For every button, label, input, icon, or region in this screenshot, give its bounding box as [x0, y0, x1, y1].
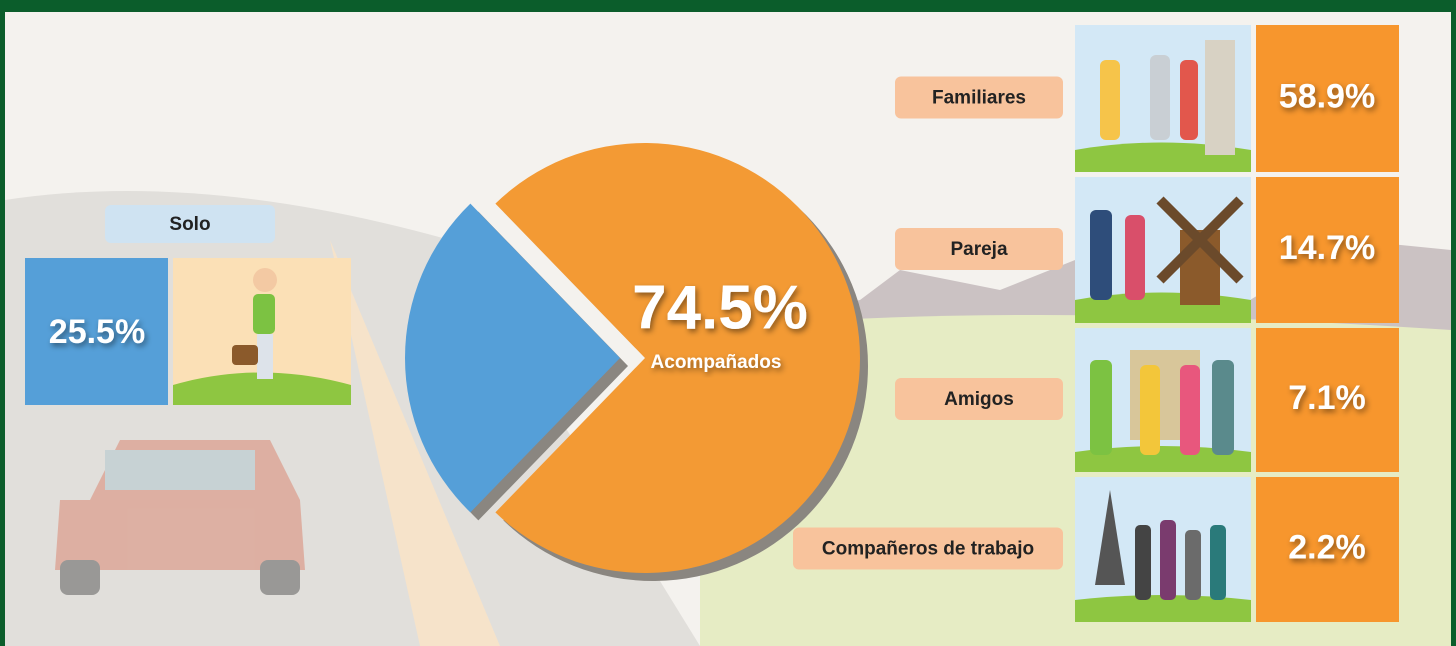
solo-illustration [173, 258, 351, 405]
tile-illustrations [1075, 25, 1251, 622]
car [55, 440, 305, 595]
pie-chart: 74.5% Acompañados Solo 25.5% [25, 143, 869, 581]
pie-slice [495, 143, 861, 573]
tile-value-label: 2.2% [1288, 528, 1366, 566]
tile-value-label: 7.1% [1288, 379, 1366, 417]
tiles: Familiares 58.9% Pareja 14.7% Amigos 7.1% Comp… [793, 25, 1399, 622]
tile-category-label: Amigos [944, 389, 1014, 410]
pie-slice [405, 203, 620, 513]
tile-value-label: 58.9% [1279, 77, 1375, 115]
category-pill [895, 378, 1063, 420]
pie-category-label: Solo [169, 214, 210, 235]
tile-category-label: Familiares [932, 88, 1026, 109]
pie-value-label: 25.5% [49, 313, 145, 351]
value-tile [1256, 177, 1399, 323]
category-pill [895, 228, 1063, 270]
category-pill [895, 76, 1063, 119]
category-pill [793, 527, 1063, 570]
tile-category-label: Compañeros de trabajo [822, 539, 1034, 560]
value-tile [1256, 477, 1399, 622]
pie-category-label: Acompañados [651, 352, 782, 373]
pie-value-label: 74.5% [632, 273, 808, 342]
value-tile [1256, 328, 1399, 472]
category-pill [105, 205, 275, 243]
road-line [330, 240, 500, 646]
value-tile [25, 258, 168, 405]
value-tile [1256, 25, 1399, 172]
tile-value-label: 14.7% [1279, 229, 1375, 267]
tile-category-label: Pareja [950, 239, 1007, 260]
